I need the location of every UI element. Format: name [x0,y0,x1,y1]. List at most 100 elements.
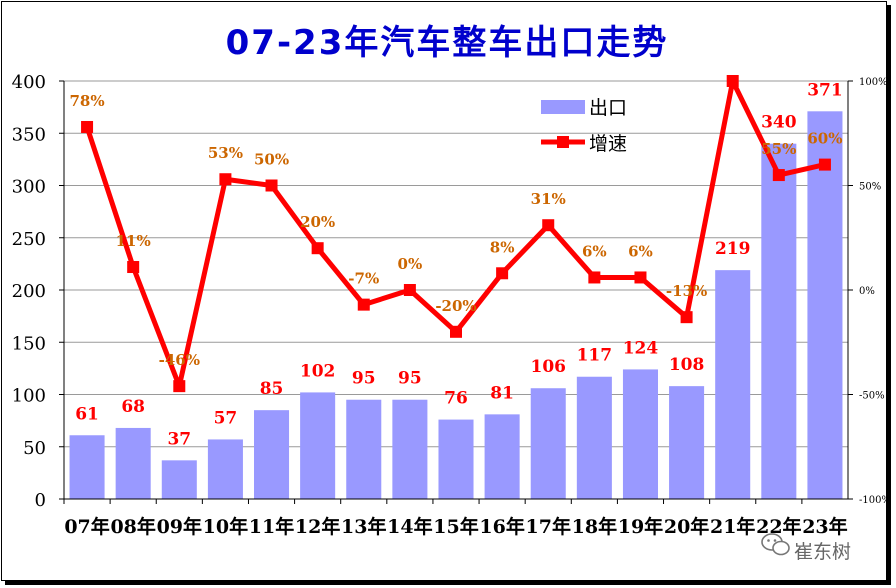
growth-point [311,242,324,255]
bar-value-label: 61 [75,404,99,424]
left-tick-label: 100 [12,386,46,407]
growth-point [542,219,555,232]
bar-value-label: 371 [807,80,843,100]
bar [669,386,705,499]
bar-value-label: 108 [669,355,705,375]
chart: 07-23年汽车整车出口走势 61 68 37 57 85 102 95 95 76 81 106 1… [12,23,891,563]
bar-value-label: 37 [167,429,191,449]
x-tick-label: 15年 [433,515,478,538]
x-tick-label: 08年 [110,515,155,538]
growth-value-label: 0% [398,255,423,273]
legend: 出口 增速 [541,97,627,155]
bar-value-label: 340 [761,113,797,133]
left-tick-label: 350 [12,124,46,145]
growth-point [726,75,739,87]
right-tick-label: 100% [859,77,886,88]
axes: 0 50 100 150 200 250 300 350 400 -100% -50% 0% 50% 10… [12,72,891,538]
chart-frame: 07-23年汽车整车出口走势 61 68 37 57 85 102 95 95 76 81 106 1… [1,1,891,581]
growth-point [680,311,693,324]
bar [622,369,658,499]
x-tick-label: 09年 [157,515,202,538]
wechat-icon [761,533,790,556]
growth-point [496,267,509,280]
left-tick-label: 50 [23,438,46,459]
bar-value-label: 57 [214,408,238,428]
bar-value-label: 95 [352,369,376,389]
bar-value-label: 117 [577,346,613,366]
growth-point [81,120,94,133]
x-tick-label: 20年 [664,515,709,538]
growth-value-label: 60% [807,130,842,148]
bar [254,410,290,499]
bar-value-label: 81 [490,383,514,403]
legend-line-label: 增速 [589,133,627,155]
growth-value-label: -20% [435,297,476,315]
bar-labels: 61 68 37 57 85 102 95 95 76 81 106 117 124 108 219 340 3… [75,80,842,449]
watermark: 崔东树 [761,533,851,563]
bar-value-label: 106 [530,357,566,377]
bar [161,460,197,499]
x-tick-label: 17年 [526,515,571,538]
bar [484,414,520,499]
growth-point [634,271,647,284]
bar [576,376,612,499]
bar-value-label: 95 [398,369,422,389]
left-tick-label: 400 [12,72,46,93]
growth-point [219,173,232,186]
bar [715,270,751,499]
growth-point [588,271,601,284]
left-tick-label: 200 [12,281,46,302]
growth-value-label: 55% [761,140,796,158]
right-tick-label: 50% [859,182,881,193]
right-tick-label: -100% [859,495,886,506]
bar [807,111,843,500]
bar-value-label: 85 [260,379,284,399]
right-tick-label: -50% [859,391,885,402]
bar-value-label: 76 [444,389,468,409]
bar-value-label: 68 [121,397,145,417]
growth-value-label: 6% [628,242,653,260]
growth-point [127,261,140,274]
right-tick-label: 0% [859,286,875,297]
legend-line-marker [557,136,569,148]
bars [69,111,843,500]
bar [530,388,566,499]
legend-bar-swatch [541,100,585,114]
x-tick-label: 23年 [802,515,847,538]
x-tick-label: 21年 [710,515,755,538]
bar [207,439,243,499]
x-tick-label: 12年 [295,515,340,538]
growth-value-label: 50% [254,151,289,169]
x-tick-label: 13年 [341,515,386,538]
x-tick-label: 19年 [618,515,663,538]
growth-value-label: 11% [116,232,151,250]
growth-point [357,298,370,311]
x-tick-label: 16年 [479,515,524,538]
growth-point [173,380,186,393]
chart-title: 07-23年汽车整车出口走势 [226,23,669,63]
growth-value-label: 31% [531,190,566,208]
growth-labels: 78% 11% -46% 53% 50% 20% -7% 0% -20% 8% 31% 6% 6% -13… [69,92,842,369]
bar [438,419,474,499]
growth-point [772,169,785,182]
bar-value-label: 102 [300,361,336,381]
x-tick-label: 18年 [572,515,617,538]
growth-value-label: 20% [300,213,335,231]
bar-value-label: 124 [623,338,659,358]
left-tick-label: 300 [12,177,46,198]
grid-lines [64,80,848,448]
growth-value-label: 53% [208,144,243,162]
x-tick-label: 10年 [203,515,248,538]
bar-value-label: 219 [715,239,751,259]
legend-bar-label: 出口 [589,97,627,119]
left-tick-label: 250 [12,229,46,250]
x-tick-label: 07年 [64,515,109,538]
growth-point [818,158,831,171]
growth-value-label: 6% [582,242,607,260]
left-tick-label: 150 [12,333,46,354]
growth-value-label: 78% [69,92,104,110]
growth-value-label: -7% [348,270,379,288]
left-tick-label: 0 [35,490,46,511]
bar [115,427,151,499]
growth-series-line [84,78,826,389]
